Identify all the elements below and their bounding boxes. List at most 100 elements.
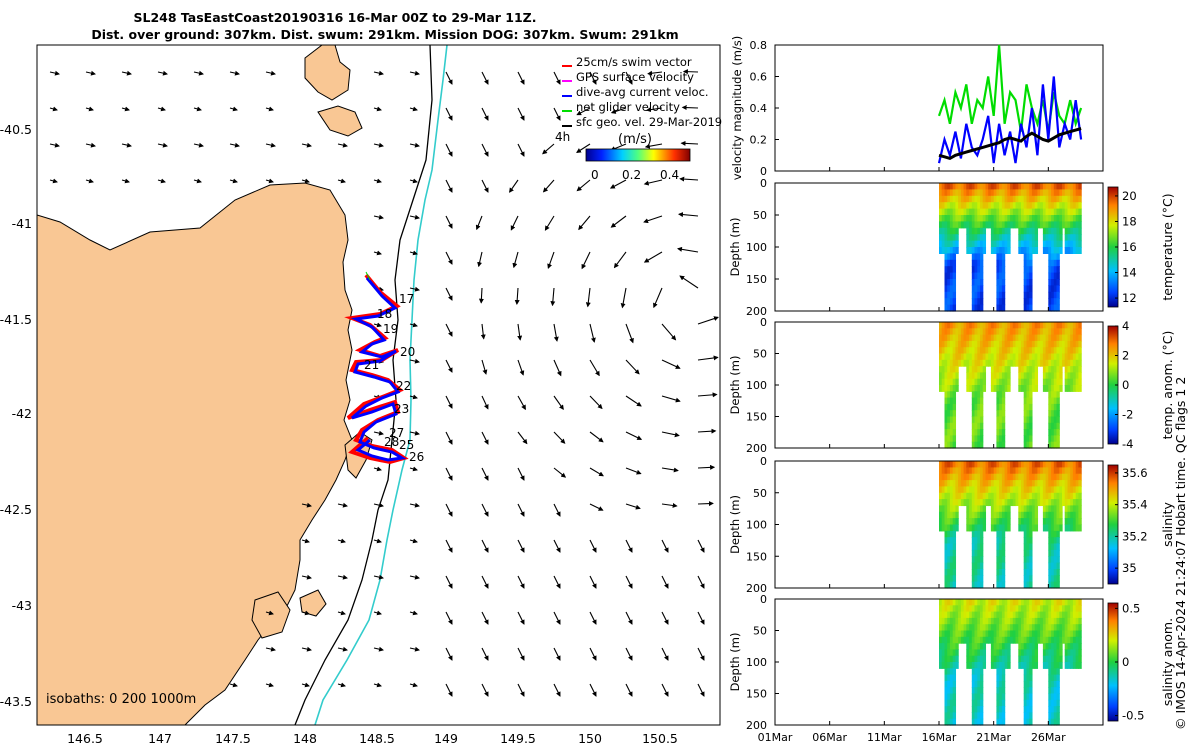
heatmap-cell	[1051, 429, 1055, 436]
heatmap-cell	[974, 208, 978, 216]
heatmap-cell	[1075, 643, 1080, 650]
heatmap-cell	[960, 215, 965, 222]
heatmap-cell	[949, 195, 954, 203]
heatmap-cell	[1023, 543, 1028, 551]
heatmap-cell	[939, 208, 943, 216]
heatmap-cell	[1051, 530, 1055, 538]
heatmap-cell	[980, 279, 984, 286]
heatmap-cell	[1051, 706, 1055, 713]
heatmap-cell	[1004, 353, 1008, 361]
heatmap-cell	[947, 272, 951, 280]
heatmap-cell	[1023, 304, 1028, 312]
heatmap-cell	[1048, 429, 1052, 436]
velocity-vector	[301, 142, 312, 148]
heatmap-cell	[1048, 227, 1052, 235]
heatmap-cell	[1064, 467, 1069, 475]
heatmap-cell	[1015, 208, 1019, 216]
heatmap-cell	[1018, 492, 1022, 500]
heatmap-cell	[971, 624, 976, 632]
velocity-vector	[481, 503, 489, 517]
heatmap-cell	[1026, 397, 1030, 405]
heatmap-cell	[944, 215, 948, 222]
heatmap-cell	[1012, 195, 1017, 203]
heatmap-cell	[1053, 195, 1058, 203]
heatmap-cell	[1064, 234, 1069, 242]
heatmap-cell	[1021, 492, 1025, 500]
heatmap-cell	[958, 322, 962, 329]
heatmap-cell	[1021, 234, 1025, 242]
land-flinders	[304, 45, 351, 101]
heatmap-cell	[949, 334, 954, 342]
heatmap-cell	[990, 208, 995, 216]
heatmap-cell	[1056, 279, 1060, 286]
heatmap-cell	[1001, 505, 1006, 513]
heatmap-cell	[971, 253, 976, 261]
heatmap-cell	[955, 353, 959, 361]
velocity-vector	[265, 142, 276, 148]
heatmap-cell	[1034, 605, 1039, 613]
velocity-vector	[610, 215, 627, 228]
heatmap-cell	[958, 195, 962, 203]
heatmap-cell	[1001, 422, 1006, 430]
velocity-vector	[337, 502, 348, 508]
heatmap-cell	[1070, 240, 1074, 248]
heatmap-cell	[1021, 511, 1025, 519]
heatmap-cell	[1053, 234, 1058, 242]
heatmap-cell	[1021, 649, 1025, 657]
heatmap-cell	[996, 693, 1000, 701]
heatmap-cell	[944, 416, 948, 424]
heatmap-cell	[1048, 285, 1052, 293]
heatmap-cell	[980, 435, 984, 443]
heatmap-cell	[1026, 712, 1030, 720]
velocity-vector	[409, 646, 420, 652]
colorbar-tick-label: 4	[1122, 319, 1129, 333]
heatmap-cell	[1059, 378, 1063, 386]
heatmap-cell	[939, 643, 943, 650]
heatmap-cell	[952, 397, 957, 405]
heatmap-cell	[1004, 599, 1008, 606]
heatmap-cell	[1021, 183, 1025, 190]
heatmap-cell	[941, 624, 946, 632]
heatmap-cell	[1021, 461, 1025, 468]
heatmap-cell	[980, 486, 984, 494]
day-label: 19	[383, 322, 398, 336]
heatmap-cell	[955, 247, 959, 254]
heatmap-cell	[999, 674, 1003, 682]
heatmap-cell	[941, 189, 946, 197]
heatmap-cell	[1007, 183, 1011, 190]
lon-tick-label: 149	[434, 731, 458, 746]
heatmap-cell	[1078, 617, 1082, 625]
heatmap-cell	[1062, 473, 1066, 481]
heatmap-cell	[1029, 461, 1033, 468]
y-tick-label: 50	[753, 625, 767, 638]
heatmap-cell	[949, 410, 954, 418]
heatmap-cell	[999, 499, 1003, 507]
heatmap-cell	[947, 195, 951, 203]
velocity-vector	[589, 611, 597, 625]
heatmap-cell	[1018, 208, 1022, 216]
heatmap-cell	[1048, 183, 1052, 190]
heatmap-cell	[1037, 480, 1041, 488]
heatmap-cell	[963, 499, 967, 507]
heatmap-cell	[1023, 259, 1028, 267]
land-capebarren	[317, 105, 363, 137]
heatmap-cell	[1070, 499, 1074, 507]
velocity-vector	[49, 178, 58, 184]
heatmap-cell	[1018, 499, 1022, 507]
heatmap-cell	[1051, 649, 1055, 657]
heatmap-cell	[1067, 630, 1071, 638]
heatmap-cell	[1040, 605, 1044, 613]
heatmap-cell	[971, 518, 976, 526]
velocity-vector	[481, 467, 489, 481]
heatmap-cell	[947, 636, 951, 644]
heatmap-cell	[988, 636, 992, 644]
velocity-vector	[409, 358, 420, 364]
heatmap-cell	[977, 499, 981, 507]
heatmap-cell	[982, 227, 987, 235]
heatmap-cell	[944, 562, 948, 570]
legend-sfc-geo-vel: sfc geo. vel. 29-Mar-2019	[576, 115, 722, 129]
heatmap-cell	[947, 530, 951, 538]
heatmap-cell	[1029, 617, 1033, 625]
heatmap-cell	[949, 712, 954, 720]
heatmap-cell	[1056, 359, 1060, 367]
